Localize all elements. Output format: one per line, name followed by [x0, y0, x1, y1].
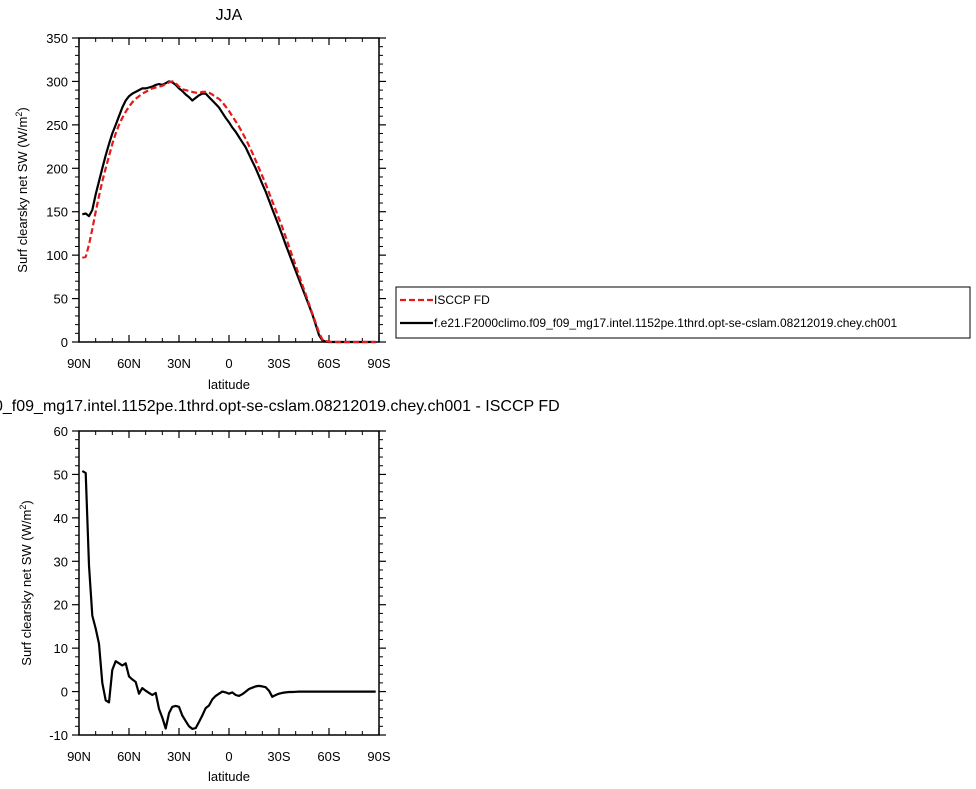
bottom-y-tick-label: 50: [54, 467, 68, 482]
top-chart-frame: [78, 37, 380, 343]
bottom-x-tick-label: 90S: [367, 749, 390, 764]
top-series-line-1: [82, 80, 376, 344]
bottom-chart-title: 0_f09_mg17.intel.1152pe.1thrd.opt-se-csl…: [0, 398, 560, 415]
top-y-tick-label: 250: [46, 118, 68, 133]
bottom-chart-xlabel: latitude: [208, 769, 250, 784]
bottom-chart-ylabel-close: ): [19, 500, 34, 504]
legend: ISCCP FD f.e21.F2000climo.f09_f09_mg17.i…: [395, 286, 971, 339]
top-chart-ylabel: Surf clearsky net SW (W/m2): [14, 107, 30, 272]
bottom-x-tick-label: 90N: [67, 749, 91, 764]
top-x-tick-label: 60S: [317, 356, 340, 371]
legend-box: [395, 286, 971, 339]
legend-label-model: f.e21.F2000climo.f09_f09_mg17.intel.1152…: [434, 316, 898, 330]
top-x-tick-label: 0: [225, 356, 232, 371]
bottom-x-tick-label: 60N: [117, 749, 141, 764]
top-x-tick-label: 60N: [117, 356, 141, 371]
bottom-y-tick-label: 0: [61, 685, 68, 700]
bottom-y-tick-label: 10: [54, 641, 68, 656]
top-chart-ylabel-main: Surf clearsky net SW (W/m: [15, 117, 30, 273]
top-chart-series: [82, 80, 376, 344]
bottom-y-tick-label: 40: [54, 511, 68, 526]
top-y-tick-label: 350: [46, 31, 68, 46]
top-series-line-0: [82, 80, 376, 344]
bottom-chart-ylabel: Surf clearsky net SW (W/m2): [18, 500, 34, 665]
bottom-y-tick-label: -10: [49, 728, 68, 743]
top-y-tick-label: 150: [46, 205, 68, 220]
bottom-chart-title-prefix: 0: [0, 398, 3, 415]
top-x-tick-label: 30N: [167, 356, 191, 371]
top-x-tick-label: 30S: [267, 356, 290, 371]
top-chart: JJA 90N 60N 30N 0 30S 60S 90S 0 50 100 150 200 250 30…: [14, 7, 391, 392]
bottom-y-tick-label: 60: [54, 424, 68, 439]
top-x-tick-label: 90N: [67, 356, 91, 371]
bottom-chart-ylabel-main: Surf clearsky net SW (W/m: [19, 510, 34, 666]
top-chart-ticks: 90N 60N 30N 0 30S 60S 90S 0 50 100 150 200 250 300 350: [46, 31, 391, 371]
top-chart-xlabel: latitude: [208, 377, 250, 392]
top-chart-title: JJA: [216, 7, 243, 24]
top-y-tick-label: 0: [61, 335, 68, 350]
legend-label-isccp: ISCCP FD: [434, 293, 490, 307]
bottom-x-tick-label: 0: [225, 749, 232, 764]
bottom-chart-frame: [78, 430, 380, 736]
bottom-x-tick-label: 30N: [167, 749, 191, 764]
bottom-chart-ticks: 90N 60N 30N 0 30S 60S 90S -10 0 10 20 30 40 50 60: [49, 424, 391, 764]
top-chart-ylabel-close: ): [15, 107, 30, 111]
bottom-chart-series: [81, 470, 376, 731]
bottom-x-tick-label: 30S: [267, 749, 290, 764]
top-y-tick-label: 300: [46, 74, 68, 89]
bottom-series-line-0: [81, 470, 376, 731]
top-y-tick-label: 50: [54, 292, 68, 307]
top-chart-ylabel-sup: 2: [14, 112, 24, 117]
bottom-y-tick-label: 30: [54, 554, 68, 569]
bottom-chart-ylabel-sup: 2: [18, 505, 28, 510]
bottom-chart: 0_f09_mg17.intel.1152pe.1thrd.opt-se-csl…: [0, 398, 560, 784]
top-y-tick-label: 200: [46, 161, 68, 176]
top-y-tick-label: 100: [46, 248, 68, 263]
bottom-x-tick-label: 60S: [317, 749, 340, 764]
bottom-y-tick-label: 20: [54, 598, 68, 613]
top-x-tick-label: 90S: [367, 356, 390, 371]
bottom-chart-title-main: _f09_mg17.intel.1152pe.1thrd.opt-se-csla…: [2, 398, 560, 415]
